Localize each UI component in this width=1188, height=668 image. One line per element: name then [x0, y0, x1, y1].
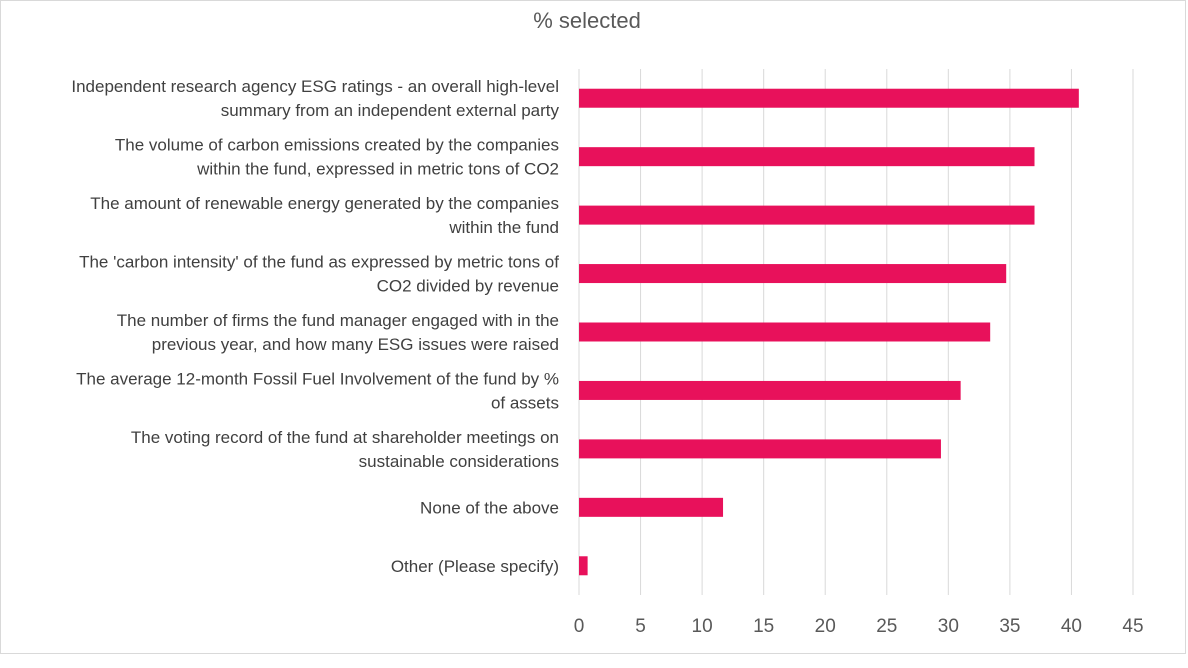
bar — [579, 556, 588, 576]
category-label: The 'carbon intensity' of the fund as ex… — [79, 253, 559, 272]
chart-title: % selected — [533, 8, 641, 33]
bar — [579, 497, 724, 517]
category-label: The voting record of the fund at shareho… — [131, 428, 559, 447]
x-tick-label: 40 — [1061, 616, 1082, 637]
x-tick-label: 0 — [574, 616, 585, 637]
bars — [579, 88, 1079, 576]
category-label: within the fund — [448, 218, 559, 237]
category-label: Independent research agency ESG ratings … — [71, 77, 559, 96]
category-label: None of the above — [420, 498, 559, 517]
category-label: The average 12-month Fossil Fuel Involve… — [76, 369, 559, 388]
x-tick-label: 25 — [876, 616, 897, 637]
x-tick-label: 20 — [815, 616, 836, 637]
category-label: CO2 divided by revenue — [377, 277, 559, 296]
x-tick-label: 45 — [1122, 616, 1143, 637]
bar — [579, 205, 1035, 225]
category-label: previous year, and how many ESG issues w… — [152, 335, 559, 354]
category-label: The amount of renewable energy generated… — [90, 194, 559, 213]
chart-frame: % selected Independent research agency E… — [0, 0, 1186, 654]
x-tick-label: 30 — [938, 616, 959, 637]
category-labels: Independent research agency ESG ratings … — [71, 77, 559, 576]
x-axis-ticks: 0 5 10 15 20 25 30 35 40 45 — [574, 616, 1144, 637]
x-tick-label: 10 — [692, 616, 713, 637]
bar — [579, 264, 1007, 284]
bar-chart: % selected Independent research agency E… — [71, 8, 1144, 637]
category-label: sustainable considerations — [359, 452, 559, 471]
x-tick-label: 5 — [635, 616, 646, 637]
bar — [579, 322, 991, 342]
x-tick-label: 15 — [753, 616, 774, 637]
category-label: summary from an independent external par… — [221, 101, 560, 120]
category-label: The volume of carbon emissions created b… — [115, 136, 559, 155]
category-label: The number of firms the fund manager eng… — [117, 311, 559, 330]
category-label: of assets — [491, 393, 559, 412]
bar — [579, 147, 1035, 167]
bar — [579, 439, 941, 459]
bar — [579, 88, 1079, 108]
x-tick-label: 35 — [999, 616, 1020, 637]
category-label: Other (Please specify) — [391, 557, 559, 576]
category-label: within the fund, expressed in metric ton… — [196, 160, 559, 179]
bar — [579, 380, 961, 400]
